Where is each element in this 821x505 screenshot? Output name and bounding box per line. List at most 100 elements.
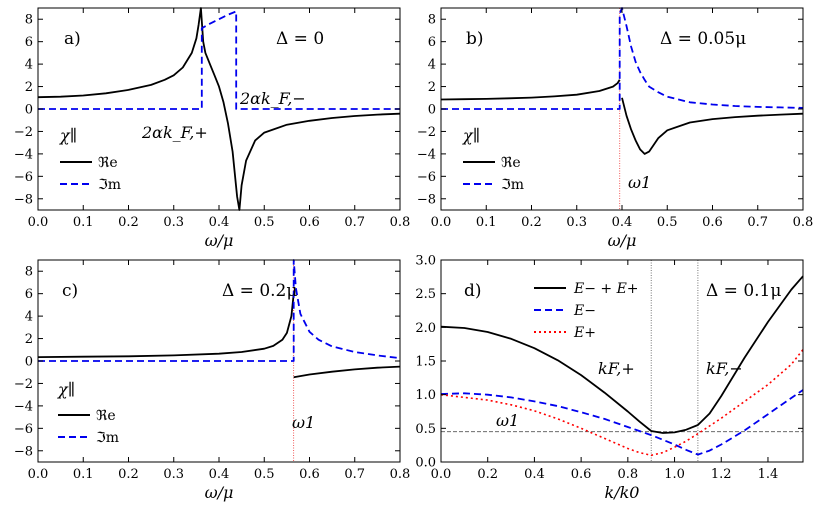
panel-d-lines xyxy=(440,260,804,462)
panel-c-xtick-label: 0.6 xyxy=(299,467,320,482)
panel-b-xtick-label: 0.3 xyxy=(566,215,587,230)
panel-c-ytick-label: −2 xyxy=(14,377,33,392)
panel-a-xtick-label: 0.6 xyxy=(299,215,320,230)
panel-b-ytick-label: 2 xyxy=(428,80,436,95)
panel-b-series-1 xyxy=(621,97,804,155)
panel-b-legend-re: ℜe xyxy=(501,155,521,171)
panel-a-annotation-kf-minus: 2αk_F,− xyxy=(239,89,306,108)
panel-c-legend-re: ℜe xyxy=(96,408,116,424)
panel-d-ytick-label: 3.0 xyxy=(415,254,436,269)
panel-c-xtick-label: 0.5 xyxy=(254,467,275,482)
panel-d-legend-eminus: E− xyxy=(573,303,596,319)
panel-a-ytick-label: 6 xyxy=(25,35,33,50)
panel-d-ytick-label: 1.5 xyxy=(415,355,436,370)
panel-d-xtick-label: 0.0 xyxy=(431,467,452,482)
panel-b-ytick-label: 0 xyxy=(428,103,436,118)
panel-d-xtick-label: 0.6 xyxy=(571,467,592,482)
panel-a-legend-title: χ∥ xyxy=(59,126,77,145)
panel-a-ytick-label: 2 xyxy=(25,80,33,95)
panel-a-legend-re: ℜe xyxy=(98,155,118,171)
panel-c-xlabel: ω/μ xyxy=(205,483,234,502)
panel-a-ytick-label: −6 xyxy=(14,170,33,185)
panel-b-xtick-label: 0.2 xyxy=(521,215,542,230)
panel-a-ytick-label: −4 xyxy=(14,147,33,162)
panel-b-title: Δ = 0.05μ xyxy=(660,29,746,49)
panel-d-xtick-label: 0.2 xyxy=(477,467,498,482)
panel-d-ytick-label: 0.5 xyxy=(415,422,436,437)
panel-c-xtick-label: 0.7 xyxy=(344,467,365,482)
panel-b-xlabel: ω/μ xyxy=(608,231,637,250)
panel-b-xtick-label: 0.8 xyxy=(793,215,814,230)
panel-b-xtick-label: 0.1 xyxy=(476,215,497,230)
panel-a-ytick-label: −2 xyxy=(14,125,33,140)
panel-c-series-0 xyxy=(37,293,295,358)
panel-c-ytick-label: 0 xyxy=(25,355,33,370)
panel-c-series-1 xyxy=(293,365,401,379)
panel-c-series-2 xyxy=(38,259,401,362)
panel-d-xtick-label: 0.8 xyxy=(617,467,638,482)
panel-d-ytick-label: 2.0 xyxy=(415,321,436,336)
panel-a-ytick-label: −8 xyxy=(14,192,33,207)
panel-b-xtick-label: 0.6 xyxy=(702,215,723,230)
panel-c-ytick-label: 4 xyxy=(25,310,33,325)
panel-b: 0.0 0.1 0.2 0.3 0.4 0.5 0.6 0.7 0.8 −8 −6 −4 −2 0 2 4 6 8… xyxy=(417,7,814,250)
panel-b-ytick-label: 8 xyxy=(428,13,436,28)
panel-c-xtick-label: 0.0 xyxy=(28,467,49,482)
panel-d-ytick-label: 2.5 xyxy=(415,287,436,302)
panel-b-xtick-label: 0.4 xyxy=(612,215,633,230)
panel-a-xtick-label: 0.8 xyxy=(390,215,411,230)
panel-b-ytick-label: −2 xyxy=(417,125,436,140)
panel-b-ytick-label: 6 xyxy=(428,35,436,50)
panel-c-ytick-label: 2 xyxy=(25,332,33,347)
panel-a-xtick-label: 0.3 xyxy=(163,215,184,230)
panel-d-kf-plus-label: kF,+ xyxy=(598,359,635,378)
panel-c-ytick-label: −6 xyxy=(14,422,33,437)
panel-c-xtick-label: 0.2 xyxy=(118,467,139,482)
panel-c-xtick-label: 0.8 xyxy=(390,467,411,482)
panel-d-legend-sum: E− + E+ xyxy=(573,281,639,297)
panel-d-xtick-label: 1.4 xyxy=(758,467,779,482)
panel-c-legend-title: χ∥ xyxy=(57,380,75,399)
panel-a-xtick-label: 0.0 xyxy=(28,215,49,230)
panel-c-omega1-label: ω1 xyxy=(292,413,315,432)
panel-d-xtick-label: 1.2 xyxy=(711,467,732,482)
panel-a-label: a) xyxy=(64,29,81,49)
panel-b-xtick-label: 0.0 xyxy=(431,215,452,230)
panel-d-kf-minus-label: kF,− xyxy=(706,359,743,378)
panel-c-legend-im: ℑm xyxy=(96,430,119,446)
panel-c-xtick-label: 0.3 xyxy=(163,467,184,482)
panel-b-series-2 xyxy=(441,7,804,110)
panel-c: 0.0 0.1 0.2 0.3 0.4 0.5 0.6 0.7 0.8 −8 −6 −4 −2 0 2 4 6 8… xyxy=(14,259,411,502)
panel-d-series-1 xyxy=(440,389,804,456)
panel-b-legend-title: χ∥ xyxy=(462,126,480,145)
panel-a-ytick-label: 0 xyxy=(25,103,33,118)
panel-b-xtick-label: 0.5 xyxy=(657,215,678,230)
panel-b-lines xyxy=(440,7,804,210)
panel-d-xtick-label: 1.0 xyxy=(664,467,685,482)
panel-d-ticks: 0.0 0.2 0.4 0.6 0.8 1.0 1.2 1.4 0.0 0.5 1.0 1.5 2.0 2… xyxy=(415,254,803,482)
panel-b-label: b) xyxy=(466,29,484,49)
panel-b-ytick-label: −8 xyxy=(417,192,436,207)
panel-b-legend-im: ℑm xyxy=(501,177,524,193)
panel-c-ytick-label: −4 xyxy=(14,399,33,414)
panel-c-ytick-label: −8 xyxy=(14,444,33,459)
panel-d-series-0 xyxy=(440,275,804,434)
panel-a-xtick-label: 0.2 xyxy=(118,215,139,230)
panel-c-lines xyxy=(37,259,401,462)
panel-a-ytick-label: 8 xyxy=(25,13,33,28)
panel-b-ytick-label: −6 xyxy=(417,170,436,185)
panel-b-omega1-label: ω1 xyxy=(628,173,651,192)
panel-c-ticks: 0.0 0.1 0.2 0.3 0.4 0.5 0.6 0.7 0.8 −8 −6 −4 −2 0 2 4 6 8 xyxy=(14,260,411,482)
panel-a-annotation-kf-plus: 2αk_F,+ xyxy=(141,123,208,142)
panel-a-xtick-label: 0.7 xyxy=(344,215,365,230)
panel-a-xtick-label: 0.4 xyxy=(209,215,230,230)
panel-c-label: c) xyxy=(62,281,78,301)
panel-d-legend-eplus: E+ xyxy=(573,325,596,341)
panel-b-xtick-label: 0.7 xyxy=(747,215,768,230)
panel-a-ytick-label: 4 xyxy=(25,58,33,73)
panel-d-label: d) xyxy=(464,281,482,301)
panel-d-omega1-label: ω1 xyxy=(496,411,519,430)
panel-b-frame xyxy=(440,7,804,211)
panel-c-ytick-label: 6 xyxy=(25,287,33,302)
